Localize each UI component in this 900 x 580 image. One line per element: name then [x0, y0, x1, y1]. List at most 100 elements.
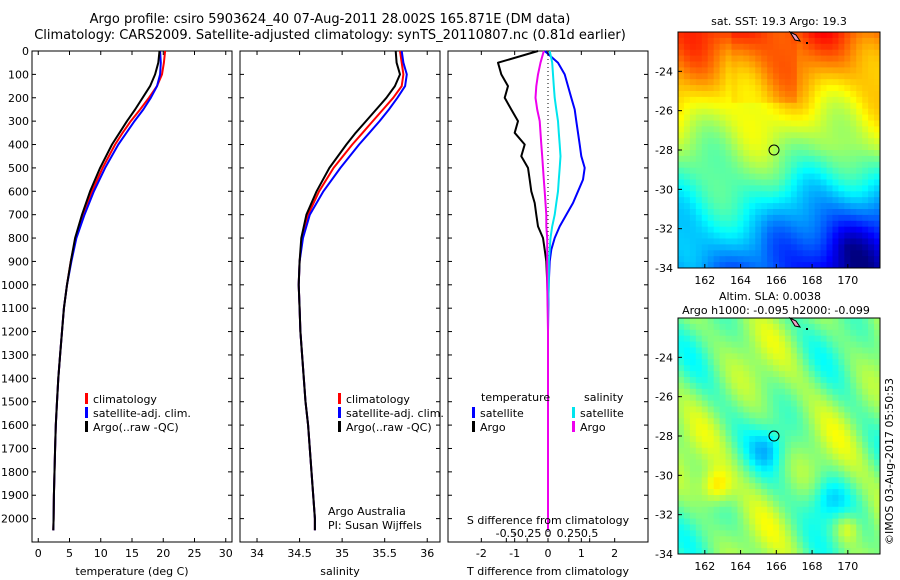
heatmap-cell — [678, 347, 685, 354]
heatmap-cell — [862, 406, 869, 413]
heatmap-cell — [844, 406, 851, 413]
heatmap-cell — [713, 232, 721, 240]
heatmap-cell — [749, 197, 756, 204]
heatmap-cell — [784, 120, 792, 127]
heatmap-cell — [814, 179, 822, 186]
heatmap-cell — [701, 49, 709, 57]
heatmap-cell — [755, 518, 762, 526]
heatmap-cell — [695, 161, 703, 169]
heatmap-cell — [713, 530, 721, 537]
heatmap-cell — [707, 67, 715, 74]
x-tick-label: 168 — [802, 274, 823, 287]
heatmap-cell — [832, 256, 840, 263]
heatmap-cell — [779, 512, 786, 520]
heatmap-cell — [678, 329, 685, 337]
heatmap-cell — [802, 226, 810, 234]
heatmap-cell — [725, 179, 733, 186]
heatmap-cell — [868, 161, 875, 169]
heatmap-cell — [796, 43, 804, 51]
heatmap-cell — [796, 394, 804, 402]
heatmap-cell — [749, 238, 756, 245]
heatmap-cell — [808, 126, 816, 133]
heatmap-cell — [701, 495, 709, 502]
heatmap-cell — [749, 394, 756, 402]
heatmap-cell — [862, 512, 869, 520]
heatmap-cell — [737, 214, 744, 222]
heatmap-cell — [820, 318, 828, 325]
heatmap-cell — [784, 49, 792, 57]
title-line-1: Argo profile: csiro 5903624_40 07-Aug-20… — [89, 12, 571, 27]
heatmap-cell — [737, 495, 744, 502]
heatmap-cell — [808, 377, 816, 384]
heatmap-cell — [838, 102, 845, 110]
heatmap-cell — [779, 506, 786, 514]
heatmap-cell — [695, 524, 703, 531]
heatmap-cell — [779, 155, 786, 163]
heatmap-cell — [844, 359, 851, 366]
heatmap-cell — [695, 232, 703, 240]
heatmap-cell — [725, 371, 733, 378]
heatmap-cell — [749, 262, 756, 268]
heatmap-cell — [868, 191, 875, 198]
heatmap-cell — [802, 406, 810, 413]
heatmap-cell — [814, 394, 822, 402]
legend-swatch — [338, 421, 341, 432]
heatmap-cell — [725, 108, 733, 116]
heatmap-cell — [784, 489, 792, 496]
heatmap-cell — [761, 418, 768, 425]
heatmap-cell — [678, 238, 685, 245]
heatmap-cell — [689, 220, 697, 228]
heatmap-cell — [749, 436, 756, 443]
heatmap-cell — [761, 209, 768, 216]
heatmap-cell — [761, 126, 768, 133]
heatmap-cell — [838, 37, 845, 45]
heatmap-cell — [678, 430, 685, 437]
heatmap-cell — [683, 96, 691, 104]
heatmap-cell — [683, 353, 691, 360]
heatmap-cell — [713, 144, 721, 151]
heatmap-cell — [737, 102, 744, 110]
heatmap-cell — [850, 465, 857, 472]
heatmap-cell — [850, 108, 857, 116]
heatmap-cell — [767, 323, 774, 331]
heatmap-cell — [832, 91, 840, 98]
heatmap-cell — [689, 471, 697, 478]
heatmap-cell — [713, 436, 721, 443]
heatmap-cell — [868, 477, 875, 484]
heatmap-cell — [862, 329, 869, 337]
heatmap-cell — [695, 371, 703, 378]
heatmap-cell — [695, 418, 703, 425]
heatmap-cell — [844, 209, 851, 216]
heatmap-cell — [737, 530, 744, 537]
heatmap-cell — [779, 114, 786, 122]
heatmap-cell — [767, 114, 774, 122]
heatmap-cell — [749, 150, 756, 157]
heatmap-cell — [749, 471, 756, 478]
heatmap-cell — [820, 114, 828, 122]
heatmap-cell — [802, 79, 810, 86]
heatmap-cell — [719, 256, 727, 263]
heatmap-cell — [862, 353, 869, 360]
heatmap-cell — [707, 37, 715, 45]
heatmap-cell — [701, 96, 709, 104]
heatmap-cell — [678, 524, 685, 531]
heatmap-cell — [790, 179, 798, 186]
heatmap-cell — [790, 394, 798, 402]
heatmap-cell — [826, 150, 834, 157]
heatmap-cell — [784, 500, 792, 508]
heatmap-cell — [719, 49, 727, 57]
heatmap-cell — [832, 79, 840, 86]
heatmap-cell — [719, 318, 727, 325]
heatmap-cell — [695, 542, 703, 549]
heatmap-cell — [707, 173, 715, 181]
heatmap-cell — [737, 108, 744, 116]
heatmap-cell — [719, 214, 727, 222]
heatmap-cell — [737, 209, 744, 216]
heatmap-cell — [767, 191, 774, 198]
heatmap-cell — [832, 318, 840, 325]
heatmap-cell — [701, 500, 709, 508]
heatmap-cell — [868, 518, 875, 526]
heatmap-cell — [874, 155, 880, 163]
legend-swatch — [472, 421, 475, 432]
x-tick-label: 15 — [125, 547, 139, 560]
